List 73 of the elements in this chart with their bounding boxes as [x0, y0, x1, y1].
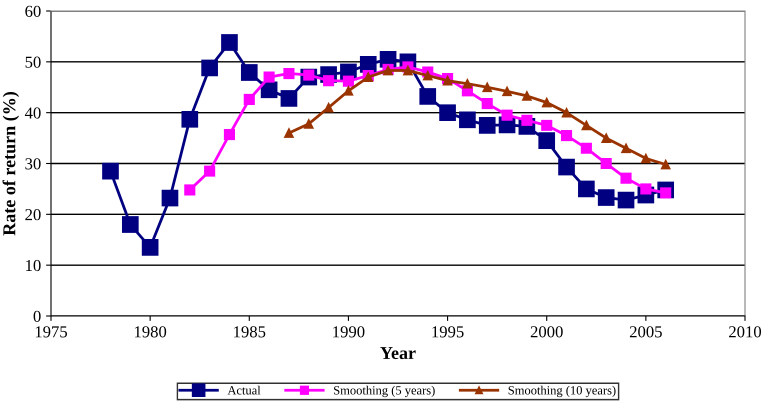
point	[462, 78, 472, 89]
x-tick-label: 2000	[530, 326, 563, 338]
point	[102, 162, 119, 180]
point	[324, 102, 334, 112]
point	[482, 98, 493, 110]
point	[560, 130, 572, 142]
point	[502, 110, 513, 121]
y-axis-title: Rate of return (%)	[2, 92, 20, 236]
y-tick-label: 20	[25, 209, 41, 220]
point	[542, 98, 552, 108]
point	[482, 82, 492, 92]
point	[142, 239, 158, 256]
y-tick-label: 0	[34, 310, 41, 322]
point	[578, 180, 595, 198]
y-tick-label: 10	[26, 260, 41, 272]
x-tick-label: 1995	[432, 326, 464, 338]
point	[582, 120, 592, 130]
point	[264, 72, 275, 83]
point	[240, 64, 258, 81]
point	[478, 117, 496, 134]
point	[184, 184, 196, 196]
legend-label: Smoothing (10 years)	[508, 386, 616, 398]
point	[122, 216, 139, 233]
point	[601, 133, 612, 143]
point	[562, 108, 572, 118]
point	[284, 128, 294, 138]
x-tick-label: 1980	[134, 326, 166, 338]
point	[439, 104, 456, 121]
point	[640, 183, 652, 194]
point	[201, 60, 218, 76]
point	[344, 86, 354, 96]
x-tick-label: 1990	[333, 326, 364, 338]
point	[558, 158, 575, 176]
x-axis-title: Year	[380, 347, 416, 360]
point	[204, 166, 216, 177]
point	[598, 189, 615, 206]
point	[280, 90, 298, 107]
point	[304, 118, 314, 129]
point	[600, 158, 612, 170]
point	[522, 91, 532, 101]
point	[459, 111, 476, 128]
point	[640, 154, 651, 164]
y-tick-label: 40	[24, 107, 41, 119]
point	[442, 76, 452, 86]
point	[162, 190, 178, 206]
point	[403, 66, 413, 76]
legend-label: Smoothing (5 years)	[334, 386, 435, 398]
y-tick-label: 60	[25, 6, 41, 17]
point	[521, 114, 532, 126]
x-tick-label: 1975	[36, 326, 68, 338]
x-tick-label: 2005	[630, 326, 662, 338]
x-tick-label: 2010	[729, 326, 762, 338]
point	[541, 120, 552, 131]
point	[323, 75, 334, 86]
point	[660, 160, 671, 170]
point	[224, 128, 236, 140]
point	[419, 88, 436, 105]
x-tick-label: 1985	[234, 326, 266, 338]
point	[620, 172, 632, 184]
point	[342, 76, 354, 87]
point	[618, 192, 634, 208]
point	[580, 142, 592, 154]
legend-label: Actual	[228, 386, 260, 395]
point	[502, 86, 512, 96]
point	[283, 68, 294, 80]
point	[244, 94, 255, 106]
point	[422, 70, 433, 80]
y-tick-label: 30	[25, 158, 41, 170]
point	[538, 132, 556, 149]
point	[621, 143, 631, 154]
point	[181, 110, 198, 128]
point	[221, 34, 238, 51]
y-tick-label: 50	[26, 56, 41, 68]
